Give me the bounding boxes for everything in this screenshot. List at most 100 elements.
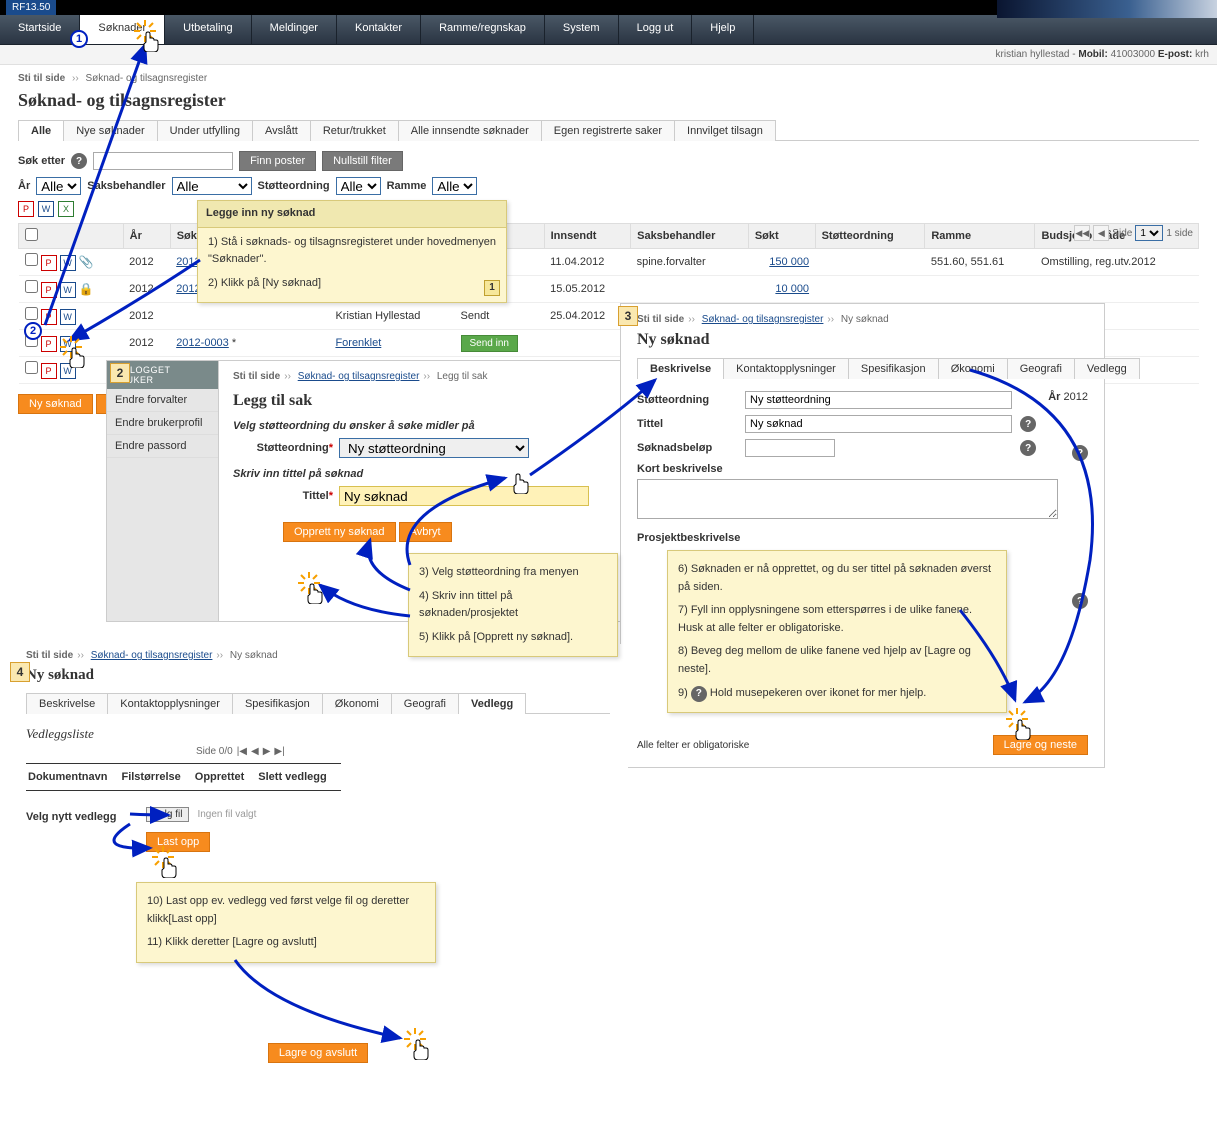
panel3-short-desc[interactable]: [637, 479, 1058, 519]
table-row: P W 🔒 20122012-0005adSendt15.05.201210 0…: [19, 276, 1199, 303]
panel3-amount-input[interactable]: [745, 439, 835, 457]
nav-tab-startside[interactable]: Startside: [0, 15, 80, 44]
choose-file-button[interactable]: Velg fil: [146, 807, 189, 822]
subtab[interactable]: Under utfylling: [157, 120, 253, 141]
pdf-icon[interactable]: P: [41, 282, 57, 298]
panel3-tab[interactable]: Kontaktopplysninger: [723, 358, 849, 379]
panel3-tab[interactable]: Beskrivelse: [637, 358, 724, 379]
tip1-line2: 2) Klikk på [Ny søknad]: [208, 275, 496, 293]
new-application-button[interactable]: Ny søknad: [18, 394, 93, 414]
pdf-icon[interactable]: P: [41, 363, 57, 379]
panel4-tab[interactable]: Geografi: [391, 693, 459, 714]
select-all-checkbox[interactable]: [25, 228, 38, 241]
scheme-select[interactable]: Alle: [336, 177, 381, 195]
row-checkbox[interactable]: [25, 361, 38, 374]
pager-first-icon[interactable]: ◀◀: [1074, 225, 1090, 241]
nav-tab-ramme/regnskap[interactable]: Ramme/regnskap: [421, 15, 545, 44]
panel4-tab[interactable]: Kontaktopplysninger: [107, 693, 233, 714]
table-cell: 15.05.2012: [544, 276, 630, 303]
tip3-l9: 9): [678, 687, 688, 699]
user-mobile: 41003000: [1111, 49, 1156, 60]
panel2-scheme-select[interactable]: Ny støtteordning: [339, 438, 529, 458]
annotation-square-4: 4: [10, 662, 30, 682]
table-header: [19, 224, 124, 249]
word-icon[interactable]: W: [60, 309, 76, 325]
panel3-scheme-input[interactable]: [745, 391, 1012, 409]
panel4-tab[interactable]: Spesifikasjon: [232, 693, 323, 714]
table-cell: [544, 330, 630, 357]
nav-tab-logg ut[interactable]: Logg ut: [619, 15, 693, 44]
frame-select[interactable]: Alle: [432, 177, 477, 195]
upload-button[interactable]: Last opp: [146, 832, 210, 852]
pdf-icon[interactable]: P: [41, 336, 57, 352]
nav-tab-utbetaling[interactable]: Utbetaling: [165, 15, 252, 44]
panel3-proj-label: Prosjektbeskrivelse: [637, 532, 1088, 544]
sidebar-item[interactable]: Endre brukerprofil: [107, 412, 218, 435]
subtab[interactable]: Avslått: [252, 120, 311, 141]
application-link[interactable]: 2012-0003: [176, 337, 229, 349]
search-input[interactable]: [93, 152, 233, 170]
pdf-icon[interactable]: P: [41, 255, 57, 271]
year-select[interactable]: Alle: [36, 177, 81, 195]
save-and-next-button[interactable]: Lagre og neste: [993, 735, 1088, 755]
row-checkbox[interactable]: [25, 253, 38, 266]
nav-tab-søknader[interactable]: Søknader: [80, 15, 165, 44]
panel4-tab[interactable]: Vedlegg: [458, 693, 526, 714]
sidebar-item[interactable]: Endre forvalter: [107, 389, 218, 412]
export-word-icon[interactable]: W: [38, 201, 54, 217]
sidebar-item[interactable]: Endre passord: [107, 435, 218, 458]
panel4-tab[interactable]: Beskrivelse: [26, 693, 108, 714]
help-icon[interactable]: ?: [1072, 593, 1088, 609]
pdf-icon[interactable]: P: [41, 309, 57, 325]
help-icon[interactable]: ?: [1072, 445, 1088, 461]
cancel-button[interactable]: Avbryt: [399, 522, 452, 542]
row-checkbox[interactable]: [25, 307, 38, 320]
subtab[interactable]: Egen registrerte saker: [541, 120, 675, 141]
top-decoration: [997, 0, 1217, 18]
word-icon[interactable]: W: [60, 336, 76, 352]
help-icon[interactable]: ?: [1020, 416, 1036, 432]
amount-link[interactable]: 10 000: [775, 283, 809, 295]
panel3-tab[interactable]: Vedlegg: [1074, 358, 1140, 379]
panel3-tab[interactable]: Geografi: [1007, 358, 1075, 379]
casehandler-select[interactable]: Alle: [172, 177, 252, 195]
create-application-button[interactable]: Opprett ny søknad: [283, 522, 396, 542]
reset-filter-button[interactable]: Nullstill filter: [322, 151, 403, 171]
word-icon[interactable]: W: [60, 363, 76, 379]
help-icon[interactable]: ?: [1020, 440, 1036, 456]
panel4-tab[interactable]: Økonomi: [322, 693, 392, 714]
save-and-close-button[interactable]: Lagre og avslutt: [268, 1043, 368, 1063]
find-posts-button[interactable]: Finn poster: [239, 151, 316, 171]
row-checkbox[interactable]: [25, 280, 38, 293]
title-link[interactable]: Forenklet: [335, 337, 381, 349]
subtab[interactable]: Alle innsendte søknader: [398, 120, 542, 141]
subtab[interactable]: Nye søknader: [63, 120, 157, 141]
table-header: Søkt: [748, 224, 815, 249]
pager-first-icon[interactable]: |◀: [237, 746, 247, 757]
pager-prev-icon[interactable]: ◀: [1093, 225, 1109, 241]
word-icon[interactable]: W: [60, 255, 76, 271]
sub-tabs: AlleNye søknaderUnder utfyllingAvslåttRe…: [18, 119, 1199, 141]
export-pdf-icon[interactable]: P: [18, 201, 34, 217]
nav-tab-meldinger[interactable]: Meldinger: [252, 15, 337, 44]
subtab[interactable]: Innvilget tilsagn: [674, 120, 776, 141]
panel3-tab[interactable]: Spesifikasjon: [848, 358, 939, 379]
table-cell: 11.04.2012: [544, 249, 630, 276]
tooltip-box-2: 3) Velg støtteordning fra menyen 4) Skri…: [408, 553, 618, 657]
panel3-tab[interactable]: Økonomi: [938, 358, 1008, 379]
pager-last-icon[interactable]: ▶|: [274, 746, 284, 757]
export-xls-icon[interactable]: X: [58, 201, 74, 217]
pager-prev-icon[interactable]: ◀: [251, 746, 259, 757]
subtab[interactable]: Alle: [18, 120, 64, 141]
nav-tab-kontakter[interactable]: Kontakter: [337, 15, 421, 44]
panel2-title-input[interactable]: [339, 486, 589, 506]
panel3-title-input[interactable]: [745, 415, 1012, 433]
send-button[interactable]: Send inn: [461, 335, 518, 352]
subtab[interactable]: Retur/trukket: [310, 120, 399, 141]
nav-tab-hjelp[interactable]: Hjelp: [692, 15, 754, 44]
nav-tab-system[interactable]: System: [545, 15, 619, 44]
word-icon[interactable]: W: [60, 282, 76, 298]
pager-page-select[interactable]: 1: [1135, 225, 1163, 241]
amount-link[interactable]: 150 000: [769, 256, 809, 268]
pager-next-icon[interactable]: ▶: [263, 746, 271, 757]
